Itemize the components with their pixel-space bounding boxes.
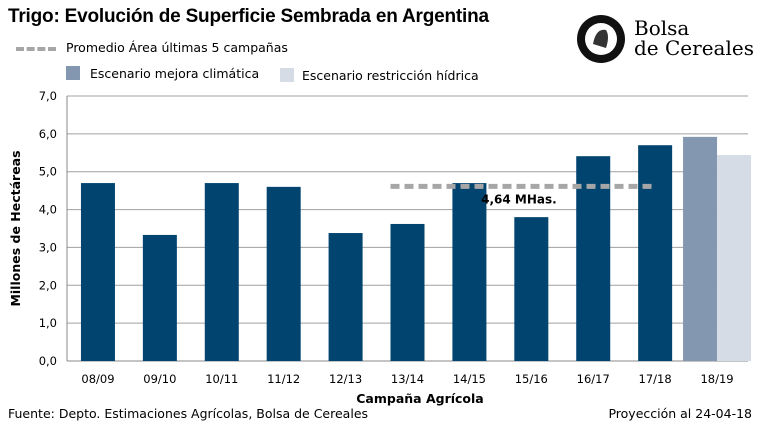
y-tick-label: 2,0	[39, 278, 57, 292]
logo: Bolsa de Cereales	[576, 14, 754, 68]
y-tick-label: 1,0	[39, 316, 57, 330]
x-tick-label: 15/16	[515, 372, 548, 386]
logo-line1: Bolsa	[634, 16, 690, 40]
bar	[266, 186, 301, 361]
bar	[576, 156, 611, 361]
bar	[328, 233, 363, 361]
chart-title: Trigo: Evolución de Superficie Sembrada …	[8, 6, 489, 27]
x-tick-label: 11/12	[267, 372, 300, 386]
legend-restriccion-label: Escenario restricción hídrica	[302, 68, 479, 83]
bar	[717, 155, 752, 361]
average-label: 4,64 MHas.	[481, 192, 557, 206]
y-tick-label: 7,0	[39, 89, 57, 103]
bar	[390, 223, 425, 361]
x-tick-label: 18/19	[700, 372, 733, 386]
y-tick-label: 0,0	[39, 354, 57, 368]
x-tick-label: 12/13	[329, 372, 362, 386]
footer-projection: Proyección al 24-04-18	[608, 406, 752, 421]
legend-average-label: Promedio Área últimas 5 campañas	[66, 40, 288, 55]
y-tick-label: 4,0	[39, 203, 57, 217]
bar	[514, 217, 549, 361]
legend-swatch	[280, 68, 294, 82]
footer-source: Fuente: Depto. Estimaciones Agrícolas, B…	[8, 406, 369, 421]
bar	[638, 145, 673, 361]
y-tick-label: 6,0	[39, 127, 57, 141]
bar	[142, 234, 177, 361]
y-tick-label: 3,0	[39, 240, 57, 254]
x-tick-label: 14/15	[453, 372, 486, 386]
x-tick-label: 09/10	[143, 372, 176, 386]
x-tick-label: 17/18	[639, 372, 672, 386]
x-tick-label: 10/11	[205, 372, 238, 386]
bar	[204, 183, 239, 361]
x-tick-label: 13/14	[391, 372, 424, 386]
logo-seal-icon	[577, 15, 625, 63]
y-tick-label: 5,0	[39, 165, 57, 179]
bar	[683, 136, 718, 361]
x-tick-label: 16/17	[577, 372, 610, 386]
x-tick-label: 08/09	[81, 372, 114, 386]
legend-dash-icon	[16, 47, 56, 51]
logo-line2: de Cereales	[634, 36, 754, 60]
y-axis-title: Millones de Hectáreas	[8, 150, 23, 306]
bar	[80, 183, 115, 361]
bar	[452, 183, 487, 361]
x-axis-title: Campaña Agrícola	[356, 391, 484, 406]
legend-mejora-label: Escenario mejora climática	[90, 66, 260, 81]
legend-swatch	[66, 66, 80, 80]
